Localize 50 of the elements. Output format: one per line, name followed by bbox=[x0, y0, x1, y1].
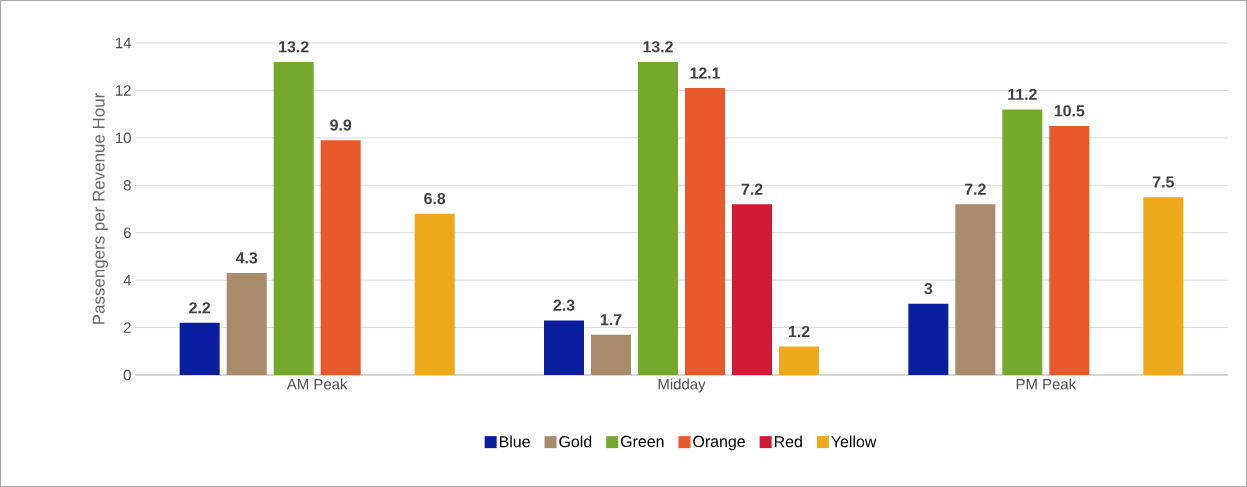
y-tick-label: 12 bbox=[116, 85, 131, 96]
data-label: 3 bbox=[924, 283, 933, 295]
bar bbox=[414, 213, 455, 375]
x-tick-label: PM Peak bbox=[1016, 378, 1077, 390]
data-label: 13.2 bbox=[643, 41, 673, 53]
bar bbox=[908, 303, 949, 375]
bar bbox=[179, 322, 220, 375]
bar bbox=[955, 204, 996, 375]
data-label: 7.2 bbox=[741, 183, 763, 195]
data-label: 7.5 bbox=[1152, 176, 1174, 188]
bar bbox=[638, 61, 678, 375]
bar bbox=[779, 346, 819, 375]
bar bbox=[685, 88, 725, 375]
legend-label: Green bbox=[620, 435, 664, 448]
y-tick-label: 14 bbox=[116, 37, 132, 49]
y-tick-label: 10 bbox=[116, 132, 131, 144]
data-label: 1.7 bbox=[600, 314, 622, 326]
data-label: 9.9 bbox=[330, 119, 352, 131]
legend-label: Yellow bbox=[831, 435, 877, 448]
y-tick-label: 0 bbox=[123, 369, 131, 381]
data-label: 2.3 bbox=[553, 299, 575, 311]
data-label: 4.3 bbox=[235, 252, 258, 264]
bar bbox=[1002, 109, 1043, 375]
data-label: 1.2 bbox=[788, 325, 810, 338]
y-tick-label: 8 bbox=[123, 179, 131, 191]
data-label: 11.2 bbox=[1008, 88, 1037, 100]
legend-label: Red bbox=[774, 435, 802, 448]
y-axis-title: Passengers per Revenue Hour bbox=[92, 93, 109, 324]
bar bbox=[1049, 125, 1090, 375]
y-tick-label: 4 bbox=[123, 274, 132, 286]
data-label: 12.1 bbox=[690, 67, 721, 79]
data-label: 10.5 bbox=[1054, 105, 1085, 117]
x-tick-label: AM Peak bbox=[286, 378, 348, 390]
data-label: 6.8 bbox=[424, 192, 446, 205]
x-tick-label: Midday bbox=[658, 378, 706, 393]
data-label: 7.2 bbox=[964, 183, 986, 195]
legend-label: Blue bbox=[499, 435, 530, 448]
bar bbox=[226, 273, 267, 375]
bar bbox=[1143, 197, 1184, 375]
y-tick-label: 6 bbox=[123, 227, 131, 238]
legend-label: Gold bbox=[559, 435, 592, 448]
bar bbox=[273, 61, 314, 375]
bar bbox=[544, 320, 584, 375]
bar bbox=[732, 204, 772, 375]
bar bbox=[320, 140, 361, 375]
data-label: 13.2 bbox=[279, 41, 309, 53]
data-label: 2.2 bbox=[189, 302, 211, 314]
y-tick-label: 2 bbox=[123, 322, 131, 333]
bar bbox=[591, 334, 631, 375]
legend-label: Orange bbox=[693, 435, 745, 451]
